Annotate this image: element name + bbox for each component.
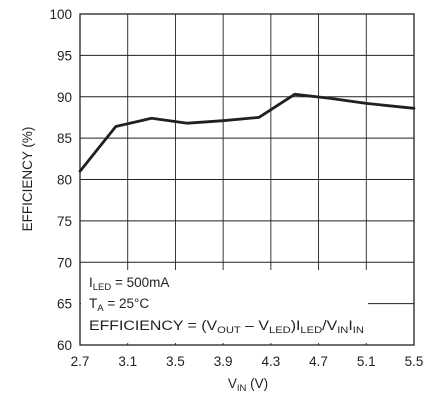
annotation-temperature: TA = 25°C bbox=[89, 296, 149, 314]
x-tick-label: 4.3 bbox=[261, 354, 280, 369]
x-tick-label: 3.1 bbox=[118, 354, 137, 369]
x-tick-label: 3.5 bbox=[166, 354, 185, 369]
efficiency-line bbox=[78, 92, 416, 173]
y-tick-label: 100 bbox=[49, 7, 72, 22]
y-tick-label: 70 bbox=[57, 255, 72, 270]
y-tick-label: 95 bbox=[57, 48, 72, 63]
data-series bbox=[78, 92, 416, 173]
y-tick-label: 80 bbox=[57, 173, 72, 188]
y-tick-label: 90 bbox=[57, 90, 72, 105]
annotation-led-current: ILED = 500mA bbox=[89, 275, 169, 293]
tick-labels: 2.7 3.1 3.5 3.9 4.3 4.7 5.1 5.5 60 65 70 75 80 85 90 95… bbox=[49, 7, 423, 369]
y-tick-label: 65 bbox=[57, 297, 72, 312]
y-tick-label: 75 bbox=[57, 214, 72, 229]
x-tick-label: 5.5 bbox=[405, 354, 424, 369]
x-axis-label: VIN (V) bbox=[228, 376, 268, 394]
y-axis-label: EFFICIENCY (%) bbox=[20, 127, 35, 232]
y-tick-label: 85 bbox=[57, 131, 72, 146]
plot-frame bbox=[79, 13, 415, 346]
y-tick-label: 60 bbox=[57, 338, 72, 353]
x-tick-label: 2.7 bbox=[71, 354, 90, 369]
annotation-efficiency-formula: EFFICIENCY = (V OUT – V LED)ILED/V IN IIN bbox=[89, 318, 364, 336]
x-tick-label: 4.7 bbox=[309, 354, 328, 369]
annotation-box bbox=[81, 270, 368, 343]
x-tick-label: 5.1 bbox=[357, 354, 376, 369]
x-tick-label: 3.9 bbox=[214, 354, 233, 369]
